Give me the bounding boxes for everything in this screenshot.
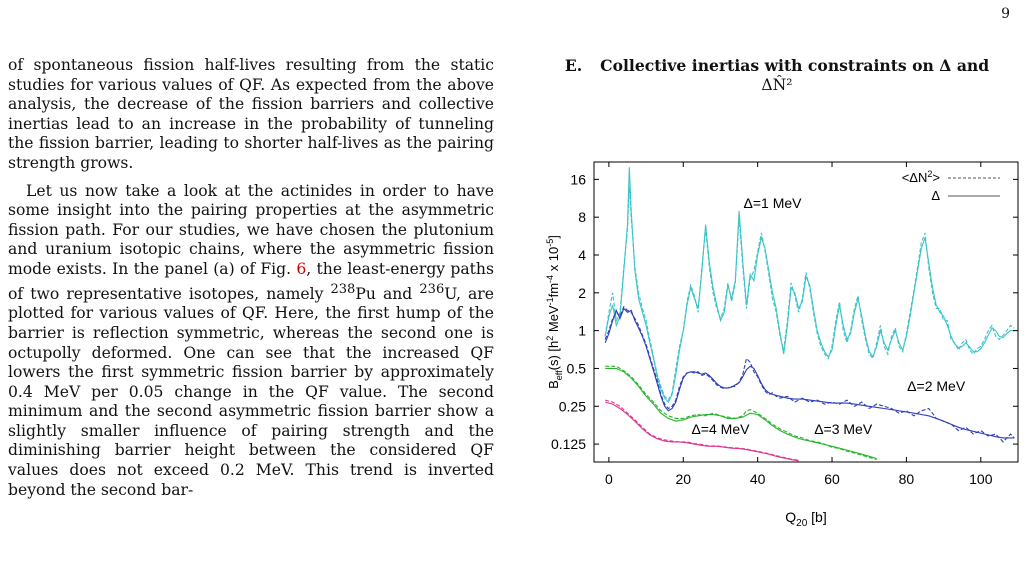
x-tick-label: 80 bbox=[899, 471, 915, 487]
y-tick-label: 4 bbox=[578, 247, 586, 263]
curve-annotation: Δ=4 MeV bbox=[691, 421, 750, 437]
paragraph-2: Let us now take a look at the actinides … bbox=[8, 182, 494, 501]
series-1-dashed-line bbox=[604, 186, 1015, 402]
x-tick-label: 100 bbox=[969, 471, 993, 487]
paragraph-2-text-c: , are plotted for various values of QF. … bbox=[8, 284, 494, 499]
y-tick-label: 0.5 bbox=[567, 360, 587, 376]
tick-layer: 0 20 40 60 80 100 0.125 0.25 0.5 1 2 4 8 16 bbox=[551, 162, 1018, 487]
y-axis-label: Beff(s) [h2 MeV-1fm-4 x 10-5] bbox=[545, 235, 564, 389]
right-column: E. Collective inertias with constraints o… bbox=[534, 56, 1020, 95]
series-layer bbox=[604, 167, 1015, 462]
x-tick-label: 40 bbox=[750, 471, 766, 487]
x-tick-label: 0 bbox=[605, 471, 613, 487]
series-3-dashed-line bbox=[605, 365, 877, 461]
x-tick-label: 20 bbox=[675, 471, 691, 487]
curve-annotation: Δ=1 MeV bbox=[744, 195, 803, 211]
curve-annotation: Δ=3 MeV bbox=[814, 421, 873, 437]
y-tick-label: 1 bbox=[578, 323, 586, 339]
page-number: 9 bbox=[1001, 6, 1010, 22]
annotation-layer: Δ=1 MeV Δ=2 MeV Δ=4 MeV Δ=3 MeV bbox=[691, 195, 965, 437]
plot-frame bbox=[593, 161, 1019, 463]
curve-annotation: Δ=2 MeV bbox=[907, 378, 966, 394]
legend: <ΔN2> Δ bbox=[902, 169, 1000, 203]
series-2-solid-line bbox=[604, 307, 1015, 439]
y-tick-label: 0.25 bbox=[559, 398, 586, 414]
legend-solid-label: Δ bbox=[931, 188, 940, 203]
isotope-2-symbol: U bbox=[444, 284, 456, 303]
paragraph-2-text-a: Let us now take a look at the actinides … bbox=[8, 181, 494, 278]
series-2-dashed-line bbox=[604, 305, 1015, 443]
series-4-solid-line bbox=[605, 401, 799, 462]
x-axis-label: Q20 [b] bbox=[785, 509, 826, 529]
isotope-2-mass: 236 bbox=[419, 281, 445, 297]
section-heading: E. Collective inertias with constraints o… bbox=[534, 56, 1020, 95]
series-3-solid-line bbox=[605, 367, 877, 460]
x-tick-label: 60 bbox=[824, 471, 840, 487]
figure-reference-link[interactable]: 6 bbox=[296, 259, 307, 278]
y-tick-label: 8 bbox=[578, 209, 586, 225]
legend-dashed-label: <ΔN2> bbox=[902, 169, 940, 185]
section-subtitle: ΔN̂² bbox=[761, 76, 793, 94]
y-tick-label: 16 bbox=[570, 171, 586, 187]
paragraph-2-text-b: , the least-energy paths of two represen… bbox=[8, 259, 494, 303]
left-column-text: of spontaneous fission half-lives result… bbox=[8, 56, 494, 500]
isotope-1-symbol: Pu and bbox=[355, 284, 413, 303]
isotope-1-mass: 238 bbox=[330, 281, 356, 297]
paragraph-1: of spontaneous fission half-lives result… bbox=[8, 56, 494, 172]
y-tick-label: 2 bbox=[578, 285, 586, 301]
series-1-solid-line bbox=[604, 167, 1015, 404]
section-label: E. bbox=[564, 56, 583, 75]
section-title: Collective inertias with constraints on … bbox=[600, 56, 990, 75]
y-tick-label: 0.125 bbox=[551, 436, 586, 452]
